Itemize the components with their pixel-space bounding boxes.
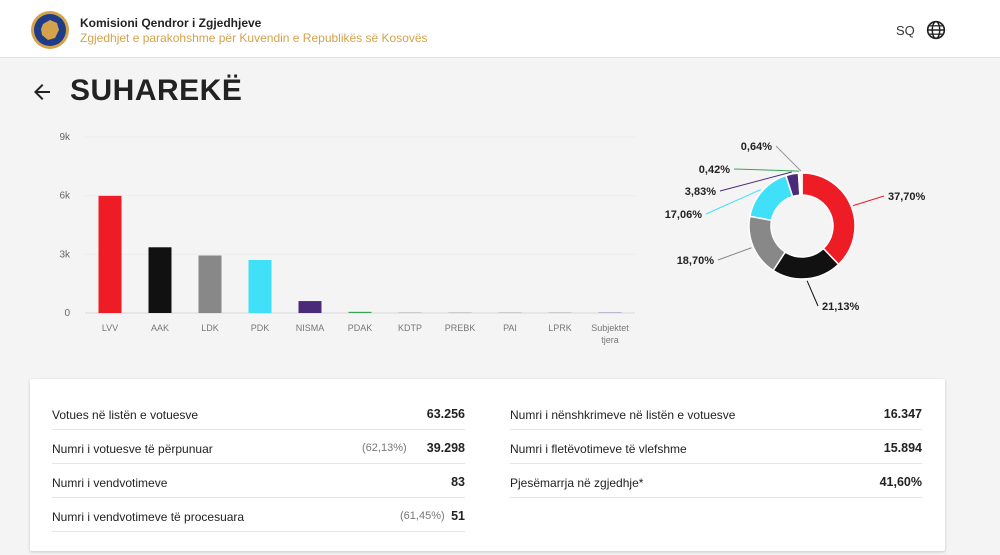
stat-row: Numri i fletëvotimeve të vlefshme 15.894: [510, 430, 922, 464]
y-tick-label: 6k: [59, 191, 71, 202]
donut-chart: 37,70% 21,13% 18,70% 17,06% 3,83% 0,42% 0,64%: [665, 141, 926, 313]
stat-label: Numri i vendvotimeve të procesuara: [52, 510, 245, 524]
bar-subjektet-tjera[interactable]: [598, 312, 622, 313]
back-arrow-icon[interactable]: [30, 80, 54, 104]
stats-panel: Votues në listën e votuesve 63.256 Numri i…: [30, 379, 945, 551]
kqz-logo-icon[interactable]: [30, 10, 70, 50]
donut-leader-line: [719, 171, 792, 192]
x-tick-label: KDTP: [398, 323, 422, 333]
donut-leader-line: [775, 145, 802, 172]
donut-slice[interactable]: [749, 174, 794, 222]
donut-label: 0,42%: [699, 164, 730, 176]
stat-label: Numri i nënshkrimeve në listën e votuesv…: [510, 408, 736, 422]
stat-value: 39.298: [426, 441, 465, 455]
bar-prebk[interactable]: [448, 312, 472, 313]
stat-value: 16.347: [883, 407, 922, 421]
bar-aak[interactable]: [148, 247, 172, 313]
stat-value: 63.256: [426, 407, 465, 421]
stat-label: Pjesëmarrja në zgjedhje*: [510, 476, 644, 490]
x-tick-label: LDK: [201, 323, 219, 333]
globe-icon[interactable]: [926, 20, 946, 40]
stat-value: 51: [451, 509, 465, 523]
x-tick-label: PDK: [251, 323, 270, 333]
stat-value: 41,60%: [879, 475, 922, 489]
stat-row: Numri i nënshkrimeve në listën e votuesv…: [510, 396, 922, 430]
stat-value: 83: [451, 475, 465, 489]
x-tick-label: PDAK: [348, 323, 373, 333]
org-name: Komisioni Qendror i Zgjedhjeve: [80, 16, 262, 30]
bar-lvv[interactable]: [98, 195, 122, 313]
donut-slice[interactable]: [801, 172, 856, 266]
stat-label: Numri i fletëvotimeve të vlefshme: [510, 442, 687, 456]
bar-pdak[interactable]: [348, 311, 372, 313]
bar-pdk[interactable]: [248, 260, 272, 313]
page-title: SUHAREKË: [70, 74, 243, 107]
stat-label: Numri i vendvotimeve: [52, 476, 168, 490]
stat-row: Numri i votuesve të përpunuar (62,13%) 39.…: [52, 430, 465, 464]
donut-leader-line: [717, 247, 752, 261]
x-tick-label: tjera: [601, 335, 619, 345]
stat-row: Numri i vendvotimeve 83: [52, 464, 465, 498]
stat-value: 15.894: [883, 441, 922, 455]
donut-leader-line: [705, 189, 761, 215]
bar-kdtp[interactable]: [398, 312, 422, 313]
stat-percent: (61,45%): [400, 510, 445, 522]
stat-label: Numri i votuesve të përpunuar: [52, 442, 213, 456]
y-tick-label: 3k: [59, 249, 71, 260]
donut-label: 21,13%: [822, 301, 860, 313]
stat-row: Pjesëmarrja në zgjedhje* 41,60%: [510, 464, 922, 498]
bar-ldk[interactable]: [198, 255, 222, 313]
election-subtitle: Zgjedhjet e parakohshme për Kuvendin e R…: [80, 31, 428, 45]
x-tick-label: PREBK: [445, 323, 476, 333]
stat-label: Votues në listën e votuesve: [52, 408, 199, 422]
donut-slice[interactable]: [799, 172, 803, 196]
bar-lprk[interactable]: [548, 312, 572, 313]
stat-percent: (62,13%): [362, 442, 407, 454]
x-tick-label: LVV: [102, 323, 118, 333]
y-tick-label: 0: [64, 308, 70, 319]
donut-label: 3,83%: [685, 186, 716, 198]
y-tick-label: 9k: [59, 132, 71, 143]
x-tick-label: NISMA: [296, 323, 325, 333]
x-tick-label: PAI: [503, 323, 517, 333]
top-header: Komisioni Qendror i Zgjedhjeve Zgjedhjet…: [0, 0, 1000, 58]
stat-row: Numri i vendvotimeve të procesuara (61,45…: [52, 498, 465, 532]
donut-label: 37,70%: [888, 191, 926, 203]
donut-leader-line: [733, 168, 800, 172]
x-tick-label: LPRK: [548, 323, 572, 333]
donut-leader-line: [806, 280, 819, 307]
bar-chart: 0 3k 6k 9k LVV AAK LDK PDK NISMA PDAK KDTP PREBK PAI…: [59, 132, 635, 345]
stat-row: Votues në listën e votuesve 63.256: [52, 396, 465, 430]
donut-label: 17,06%: [665, 209, 703, 221]
donut-label: 18,70%: [677, 255, 715, 267]
language-label[interactable]: SQ: [896, 23, 915, 38]
x-tick-label: Subjektet: [591, 323, 629, 333]
bar-pai[interactable]: [498, 312, 522, 313]
donut-label: 0,64%: [741, 141, 772, 153]
x-tick-label: AAK: [151, 323, 169, 333]
donut-leader-line: [852, 195, 885, 207]
bar-nisma[interactable]: [298, 301, 322, 313]
